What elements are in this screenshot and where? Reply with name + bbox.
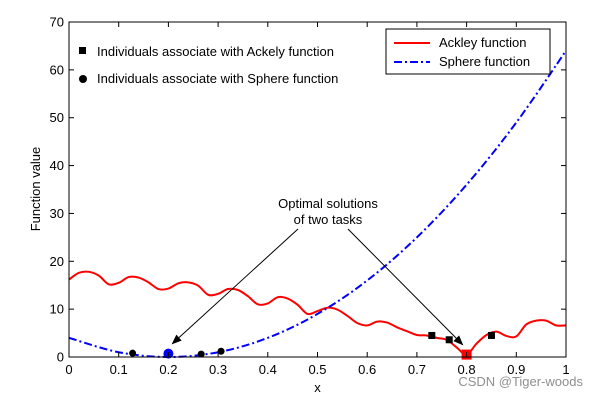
- x-tick-label: 0.9: [507, 362, 525, 377]
- sphere-individual-marker: [197, 350, 205, 358]
- x-tick-label: 0.4: [259, 362, 277, 377]
- ackley-individual-marker: [428, 331, 436, 339]
- sphere-individual-marker: [129, 349, 137, 357]
- ackley-individual-marker: [487, 331, 495, 339]
- sphere-individual-marker: [217, 347, 225, 355]
- y-tick-label: 40: [50, 158, 64, 173]
- x-tick-label: 0.6: [358, 362, 376, 377]
- legend-box: [385, 28, 551, 75]
- x-tick-label: 0.8: [458, 362, 476, 377]
- x-tick-label: 0.2: [159, 362, 177, 377]
- x-tick-label: 0.1: [110, 362, 128, 377]
- x-axis-label: x: [314, 380, 321, 395]
- y-tick-label: 20: [50, 254, 64, 269]
- marker-key-square-icon: [79, 47, 86, 54]
- annotation: Optimal solutions of two tasks: [171, 196, 464, 346]
- series-line-0: [68, 270, 567, 356]
- y-axis-label: Function value: [28, 147, 43, 232]
- marker-key-ackley-label: Individuals associate with Ackely functi…: [97, 44, 334, 59]
- x-ticks: 0 0.1 0.2 0.3 0.4 0.5 0.6 0.7 0.8 0.9 1: [65, 22, 570, 377]
- x-tick-label: 0.5: [308, 362, 326, 377]
- x-tick-label: 0.3: [209, 362, 227, 377]
- plot-area: [69, 22, 566, 357]
- marker-key-circle-icon: [79, 75, 87, 83]
- marker-key-sphere-label: Individuals associate with Sphere functi…: [97, 71, 338, 86]
- y-tick-label: 50: [50, 110, 64, 125]
- legend-sphere-label: Sphere function: [439, 54, 530, 69]
- annotation-line-1: Optimal solutions: [278, 196, 378, 211]
- y-tick-label: 60: [50, 62, 64, 77]
- y-tick-label: 70: [50, 15, 64, 30]
- annotation-line-2: of two tasks: [294, 212, 363, 227]
- marker-key: Individuals associate with Ackely functi…: [79, 44, 338, 86]
- y-tick-label: 10: [50, 302, 64, 317]
- x-tick-label: 0: [65, 362, 72, 377]
- y-tick-label: 0: [57, 350, 64, 365]
- y-ticks: 0 10 20 30 40 50 60 70: [50, 15, 566, 365]
- legend: Ackley function Sphere function: [385, 28, 551, 75]
- legend-ackley-label: Ackley function: [439, 35, 526, 50]
- y-tick-label: 30: [50, 206, 64, 221]
- x-tick-label: 1: [562, 362, 569, 377]
- x-tick-label: 0.7: [408, 362, 426, 377]
- annotation-arrow-left: [171, 228, 299, 345]
- annotation-arrow-right: [347, 228, 464, 346]
- ackley-individual-marker: [445, 336, 453, 344]
- watermark: CSDN @Tiger-woods: [458, 374, 583, 389]
